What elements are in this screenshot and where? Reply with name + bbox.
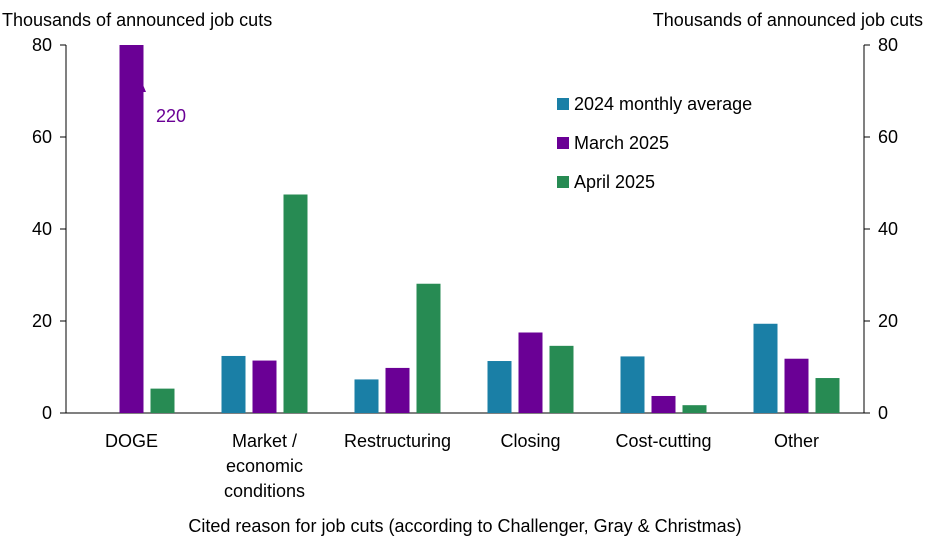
x-category-label: Closing <box>500 431 560 451</box>
y-axis-title-left: Thousands of announced job cuts <box>2 10 272 30</box>
bar <box>487 361 512 413</box>
bar <box>416 283 441 413</box>
x-category-label-line: Cost-cutting <box>615 431 711 451</box>
bar <box>651 395 676 413</box>
bar <box>784 358 809 413</box>
bar <box>221 355 246 413</box>
x-category-label-line: conditions <box>224 481 305 501</box>
y-tick-label-left: 0 <box>42 403 52 423</box>
x-category-label-line: Market / <box>232 431 297 451</box>
y-tick-label-right: 80 <box>878 35 898 55</box>
legend-swatch <box>557 137 569 149</box>
legend: 2024 monthly average March 2025 April 2025 <box>557 94 752 192</box>
y-tick-label-left: 60 <box>32 127 52 147</box>
bar <box>518 332 543 413</box>
legend-label: 2024 monthly average <box>574 94 752 114</box>
y-tick-label-left: 20 <box>32 311 52 331</box>
bar <box>150 388 175 413</box>
y-tick-label-right: 60 <box>878 127 898 147</box>
x-category-label: Cost-cutting <box>615 431 711 451</box>
legend-swatch <box>557 176 569 188</box>
plot-area: 0 0 20 20 40 40 60 60 80 80 DOGE Market / economic co… <box>32 35 898 501</box>
legend-swatch <box>557 98 569 110</box>
legend-label: April 2025 <box>574 172 655 192</box>
bar <box>119 45 144 413</box>
x-category-label-line: DOGE <box>105 431 158 451</box>
x-category-label-line: economic <box>226 456 303 476</box>
x-category-label: Market / economic conditions <box>224 431 305 501</box>
bar <box>682 405 707 413</box>
x-category-label-line: Closing <box>500 431 560 451</box>
annotation-arrow-head <box>136 80 146 92</box>
y-tick-label-right: 40 <box>878 219 898 239</box>
annotation-label: 220 <box>156 106 186 126</box>
legend-label: March 2025 <box>574 133 669 153</box>
bar <box>252 360 277 413</box>
bar <box>385 367 410 413</box>
x-category-label: DOGE <box>105 431 158 451</box>
bar <box>815 378 840 413</box>
x-category-label: Restructuring <box>344 431 451 451</box>
bar <box>620 356 645 413</box>
y-tick-label-left: 40 <box>32 219 52 239</box>
bar <box>549 345 574 413</box>
x-category-label-line: Other <box>774 431 819 451</box>
bar <box>283 194 308 413</box>
x-axis-title: Cited reason for job cuts (according to … <box>188 516 741 536</box>
y-tick-label-right: 20 <box>878 311 898 331</box>
x-category-label-line: Restructuring <box>344 431 451 451</box>
y-tick-label-right: 0 <box>878 403 888 423</box>
y-axis-title-right: Thousands of announced job cuts <box>653 10 923 30</box>
x-category-label: Other <box>774 431 819 451</box>
bar <box>354 379 379 413</box>
y-tick-label-left: 80 <box>32 35 52 55</box>
bar <box>753 323 778 413</box>
